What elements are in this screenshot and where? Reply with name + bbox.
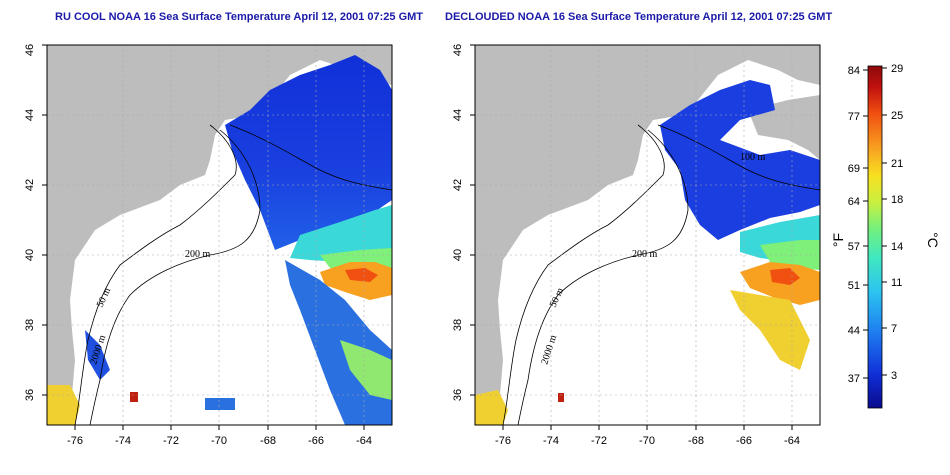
left-sst-south-green	[340, 340, 392, 400]
left-y-tick-label: 38	[24, 319, 36, 331]
right-sst-hot	[770, 268, 800, 285]
colorbar-f-tick: 51	[848, 280, 860, 292]
colorbar-c-tick: 3	[891, 370, 897, 382]
right-contour-100m: 100 m	[740, 152, 766, 163]
right-gridlines	[475, 45, 820, 425]
colorbar-c-tick: 29	[891, 63, 903, 75]
left-sst-coast-warm	[47, 385, 80, 425]
colorbar-f-tick: 77	[848, 111, 860, 123]
colorbar-c-tick: 14	[891, 241, 903, 253]
right-map-title: DECLOUDED NOAA 16 Sea Surface Temperatur…	[445, 11, 833, 23]
colorbar-gradient	[867, 65, 883, 409]
colorbar-c-tick: 18	[891, 194, 903, 206]
colorbar-f-tick: 69	[848, 163, 860, 175]
right-sst-warm	[740, 262, 820, 305]
right-y-tick-label: 46	[452, 44, 464, 56]
left-sst-coast-blue	[85, 330, 110, 380]
left-x-tick-label: -74	[115, 435, 131, 447]
right-x-tick-label: -74	[543, 435, 559, 447]
right-x-tick-label: -68	[688, 435, 704, 447]
left-x-tick-label: -68	[260, 435, 276, 447]
colorbar-ticks	[863, 67, 887, 379]
colorbar-c-tick: 11	[891, 277, 902, 289]
left-sst-cold	[225, 55, 392, 250]
right-sst-cold	[660, 80, 820, 240]
right-y-tick-label: 44	[452, 109, 464, 121]
left-y-tick-label: 44	[24, 109, 36, 121]
right-y-tick-label: 38	[452, 319, 464, 331]
right-x-tick-label: -72	[591, 435, 607, 447]
right-x-tick-label: -66	[736, 435, 752, 447]
left-gridlines	[47, 45, 392, 425]
right-y-tick-label: 40	[452, 249, 464, 261]
right-land	[475, 45, 820, 425]
colorbar-f-tick: 84	[848, 65, 860, 77]
left-y-tick-label: 46	[24, 44, 36, 56]
left-y-tick-label: 40	[24, 249, 36, 261]
right-contour-200m: 200 m	[632, 249, 658, 260]
colorbar-celsius-label: °C	[925, 232, 941, 248]
colorbar-c-tick: 7	[891, 323, 897, 335]
right-sst-coast-warm	[475, 390, 508, 425]
left-y-tick-label: 42	[24, 179, 36, 191]
colorbar-f-tick: 64	[848, 196, 860, 208]
left-sst-patch	[205, 398, 235, 410]
colorbar-f-tick: 44	[848, 325, 860, 337]
colorbar-c-tick: 21	[891, 158, 903, 170]
right-sst-warm-spot	[558, 393, 564, 402]
left-sst-warm-spot	[130, 392, 138, 402]
colorbar-fahrenheit-label: °F	[830, 233, 846, 247]
right-y-tick-label: 36	[452, 389, 464, 401]
right-x-tick-label: -64	[784, 435, 800, 447]
left-y-tick-label: 36	[24, 389, 36, 401]
left-land	[47, 45, 392, 425]
colorbar-f-tick: 37	[848, 373, 860, 385]
right-sst-south-warm	[730, 290, 810, 370]
right-x-tick-label: -70	[639, 435, 655, 447]
left-x-tick-label: -72	[163, 435, 179, 447]
left-x-ticks	[42, 44, 365, 430]
right-x-tick-label: -76	[495, 435, 511, 447]
left-x-tick-label: -70	[211, 435, 227, 447]
left-x-tick-label: -64	[356, 435, 372, 447]
left-x-tick-label: -76	[67, 435, 83, 447]
right-x-ticks	[470, 44, 793, 430]
left-x-tick-label: -66	[308, 435, 324, 447]
left-map-title: RU COOL NOAA 16 Sea Surface Temperature …	[55, 11, 424, 23]
colorbar-c-tick: 25	[891, 110, 903, 122]
colorbar-f-tick: 57	[848, 241, 860, 253]
right-y-tick-label: 42	[452, 179, 464, 191]
left-sst-hot	[345, 268, 378, 282]
left-contour-200m: 200 m	[185, 249, 211, 260]
left-sst-warm	[320, 262, 392, 300]
